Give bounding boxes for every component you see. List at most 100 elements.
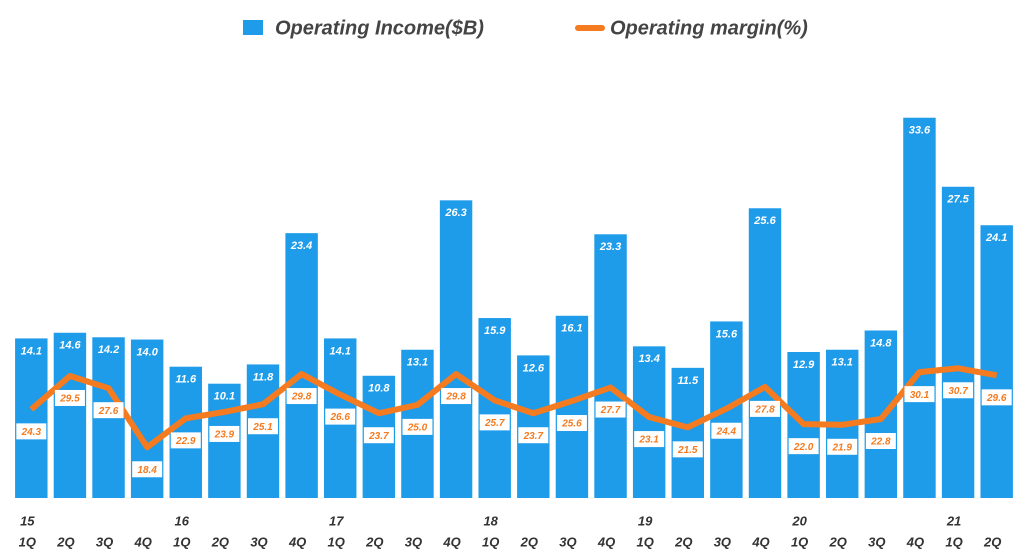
line-label-box bbox=[479, 414, 510, 431]
x-tick-label: 2Q bbox=[674, 534, 692, 549]
bar-label: 11.8 bbox=[253, 371, 274, 383]
bar bbox=[941, 186, 975, 498]
x-tick-label: 4Q bbox=[751, 534, 769, 549]
bar-label: 13.1 bbox=[832, 357, 853, 369]
x-tick-label: 1Q bbox=[328, 534, 345, 549]
legend-label: Operating Income($B) bbox=[275, 17, 484, 39]
x-year-label: 20 bbox=[791, 513, 807, 528]
line-label-box bbox=[363, 427, 394, 444]
x-year-label: 19 bbox=[638, 513, 653, 528]
line-label: 27.8 bbox=[754, 405, 775, 416]
line-label: 21.5 bbox=[677, 445, 698, 456]
line-label: 21.9 bbox=[831, 442, 852, 453]
line-label-box bbox=[711, 422, 742, 439]
bar bbox=[864, 330, 898, 498]
x-tick-label: 4Q bbox=[288, 534, 306, 549]
line-label-box bbox=[16, 423, 47, 440]
line-label-box bbox=[634, 431, 665, 448]
line-label: 22.0 bbox=[793, 442, 814, 453]
bar-label: 26.3 bbox=[444, 207, 466, 219]
line-label-box bbox=[132, 461, 163, 478]
x-tick-label: 4Q bbox=[133, 534, 151, 549]
bar bbox=[671, 367, 704, 498]
line-label-box bbox=[518, 427, 549, 444]
bar-label: 14.6 bbox=[59, 340, 81, 352]
line-label: 23.9 bbox=[214, 430, 235, 441]
x-tick-label: 2Q bbox=[211, 534, 229, 549]
line-label: 24.4 bbox=[716, 426, 737, 437]
x-year-label: 15 bbox=[20, 513, 35, 528]
line-label: 25.7 bbox=[484, 418, 505, 429]
bar bbox=[439, 200, 473, 499]
bar-label: 10.8 bbox=[368, 383, 390, 395]
x-tick-label: 4Q bbox=[442, 534, 460, 549]
bar bbox=[478, 318, 511, 498]
x-tick-label: 2Q bbox=[829, 534, 847, 549]
line-label: 30.1 bbox=[910, 390, 930, 401]
line-label: 18.4 bbox=[137, 465, 157, 476]
bar-label: 16.1 bbox=[561, 323, 582, 335]
line-label: 22.9 bbox=[175, 436, 196, 447]
x-tick-label: 3Q bbox=[96, 534, 113, 549]
line-label-box bbox=[556, 415, 587, 432]
line-label: 26.6 bbox=[329, 412, 350, 423]
line-label-box bbox=[209, 425, 240, 442]
line-label: 23.1 bbox=[638, 435, 659, 446]
bar-label: 23.4 bbox=[290, 240, 312, 252]
bar bbox=[980, 225, 1013, 499]
line-label: 29.6 bbox=[986, 393, 1007, 404]
x-tick-label: 1Q bbox=[945, 534, 962, 549]
x-tick-label: 1Q bbox=[173, 534, 190, 549]
line-label: 30.7 bbox=[948, 386, 968, 397]
x-tick-label: 1Q bbox=[791, 534, 808, 549]
bar-label: 14.1 bbox=[330, 345, 351, 357]
x-tick-label: 3Q bbox=[714, 534, 731, 549]
line-label-box bbox=[93, 402, 124, 419]
line-label-box bbox=[981, 389, 1012, 406]
line-label-box bbox=[672, 441, 703, 458]
bar-label: 14.8 bbox=[870, 337, 892, 349]
bar bbox=[594, 234, 627, 499]
line-label: 25.0 bbox=[407, 423, 428, 434]
line-label-box bbox=[286, 388, 317, 405]
legend-swatch bbox=[243, 20, 263, 35]
x-tick-label: 2Q bbox=[56, 534, 74, 549]
line-label: 23.7 bbox=[523, 431, 544, 442]
bar-label: 13.1 bbox=[407, 357, 428, 369]
line-label: 29.8 bbox=[445, 392, 466, 403]
x-tick-label: 2Q bbox=[520, 534, 538, 549]
line-label-box bbox=[54, 389, 85, 406]
x-tick-label: 2Q bbox=[983, 534, 1001, 549]
bar-label: 11.5 bbox=[677, 375, 698, 387]
x-tick-label: 3Q bbox=[405, 534, 422, 549]
line-label: 25.1 bbox=[252, 422, 273, 433]
bar-label: 13.4 bbox=[638, 353, 659, 365]
line-label: 27.6 bbox=[98, 406, 119, 417]
line-label: 25.6 bbox=[561, 419, 582, 430]
line-label-box bbox=[595, 401, 626, 418]
bar-label: 12.9 bbox=[793, 359, 815, 371]
x-year-label: 16 bbox=[175, 513, 190, 528]
bar-label: 15.6 bbox=[716, 328, 738, 340]
bar-label: 25.6 bbox=[753, 215, 776, 227]
bar bbox=[53, 332, 87, 498]
bar-label: 23.3 bbox=[599, 241, 621, 253]
line-label: 24.3 bbox=[21, 427, 42, 438]
bar-label: 12.6 bbox=[523, 362, 545, 374]
line-label: 29.8 bbox=[291, 392, 312, 403]
x-year-label: 17 bbox=[329, 513, 344, 528]
bar-label: 15.9 bbox=[484, 325, 506, 337]
line-label: 22.8 bbox=[870, 437, 891, 448]
x-tick-label: 4Q bbox=[906, 534, 924, 549]
bar bbox=[169, 366, 202, 498]
line-label: 29.5 bbox=[59, 394, 80, 405]
line-label-box bbox=[170, 432, 201, 449]
bar bbox=[748, 208, 782, 499]
bar bbox=[15, 338, 48, 498]
line-label-box bbox=[441, 388, 472, 405]
bar-label: 14.2 bbox=[98, 344, 119, 356]
line-label-box bbox=[943, 382, 974, 399]
bar-label: 33.6 bbox=[909, 125, 931, 137]
bar bbox=[285, 233, 318, 499]
